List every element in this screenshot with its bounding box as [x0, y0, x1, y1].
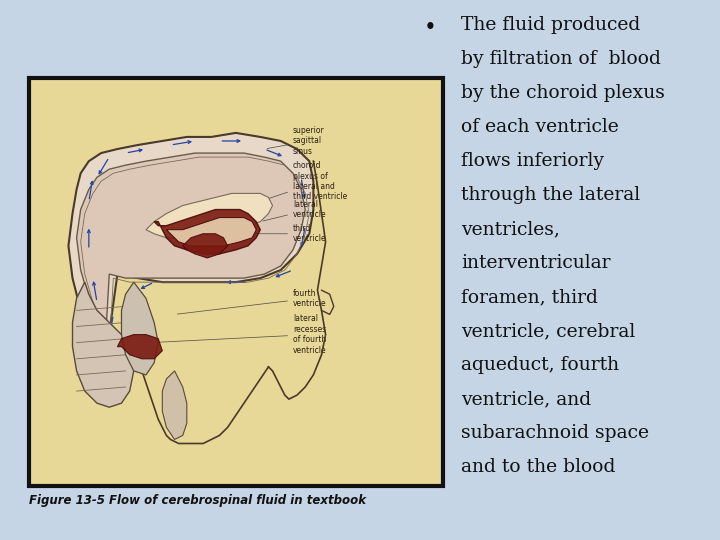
Text: interventricular: interventricular [461, 254, 611, 272]
Text: through the lateral: through the lateral [461, 186, 640, 204]
Polygon shape [122, 282, 158, 375]
Text: superior
sagittal
sinus: superior sagittal sinus [267, 126, 325, 156]
Text: choroid
plexus of
lateral and
third ventricle: choroid plexus of lateral and third vent… [238, 161, 347, 208]
Polygon shape [76, 153, 305, 347]
Polygon shape [154, 210, 261, 254]
Polygon shape [73, 282, 134, 407]
Text: lateral
recesses
of fourth
ventricle: lateral recesses of fourth ventricle [153, 314, 327, 355]
Text: fourth
ventricle: fourth ventricle [177, 288, 327, 314]
Polygon shape [117, 335, 162, 359]
Text: Figure 13-5 Flow of cerebrospinal fluid in textbook: Figure 13-5 Flow of cerebrospinal fluid … [29, 494, 366, 507]
Text: and to the blood: and to the blood [461, 458, 615, 476]
Text: by filtration of  blood: by filtration of blood [461, 50, 661, 68]
Polygon shape [68, 133, 313, 363]
FancyBboxPatch shape [29, 78, 443, 486]
Text: The fluid produced: The fluid produced [461, 16, 640, 34]
Text: aqueduct, fourth: aqueduct, fourth [461, 356, 619, 374]
Text: subarachnoid space: subarachnoid space [461, 424, 649, 442]
Polygon shape [146, 193, 273, 238]
Text: ventricles,: ventricles, [461, 220, 559, 238]
Text: foramen, third: foramen, third [461, 288, 598, 306]
Text: lateral
ventricle: lateral ventricle [263, 200, 327, 221]
Text: by the choroid plexus: by the choroid plexus [461, 84, 665, 102]
Polygon shape [183, 234, 228, 258]
Polygon shape [162, 371, 186, 440]
Polygon shape [166, 218, 256, 246]
Text: of each ventricle: of each ventricle [461, 118, 618, 136]
Text: ventricle, cerebral: ventricle, cerebral [461, 322, 635, 340]
Text: flows inferiorly: flows inferiorly [461, 152, 604, 170]
Text: •: • [423, 17, 436, 39]
Text: third
ventricle: third ventricle [247, 224, 327, 244]
Text: ventricle, and: ventricle, and [461, 390, 591, 408]
